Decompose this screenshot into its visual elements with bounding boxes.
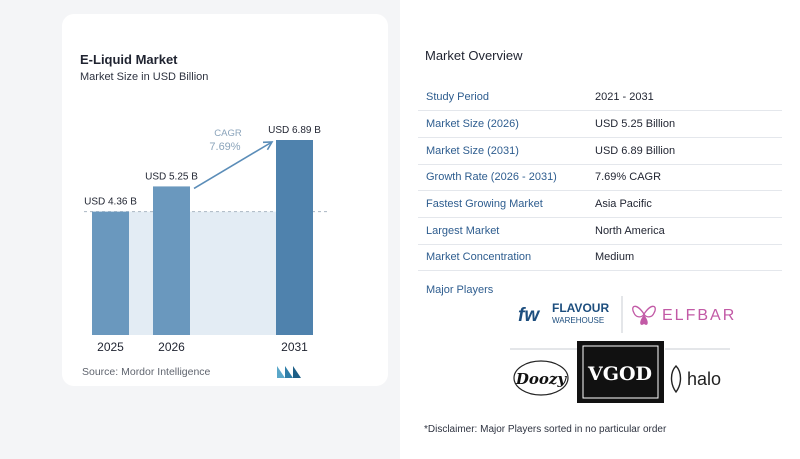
row-key: Market Size (2026) [418,110,595,138]
disclaimer: *Disclaimer: Major Players sorted in no … [424,424,667,435]
halo-flame-icon [670,365,682,394]
market-overview-panel: Market Overview Study Period 2021 - 2031 … [400,0,800,459]
table-row: Fastest Growing Market Asia Pacific [418,190,782,218]
table-row: Market Size (2026) USD 5.25 Billion [418,110,782,138]
halo-logo: halo [670,365,721,394]
halo-wordmark: halo [687,369,721,389]
overview-title: Market Overview [425,48,523,63]
row-key: Fastest Growing Market [418,190,595,218]
growth-band [190,211,276,335]
cagr-value: 7.69% [209,141,240,153]
x-tick-label: 2026 [158,340,185,354]
row-key: Market Concentration [418,244,595,272]
bar [92,211,129,335]
row-value: 7.69% CAGR [595,164,782,192]
bar-data-label: USD 4.36 B [84,197,137,208]
growth-band [129,211,153,335]
flavour-line1: FLAVOUR [552,301,609,315]
x-tick-label: 2031 [281,340,308,354]
flavour-line2: WAREHOUSE [552,316,604,325]
doozy-logo: Doozy [513,360,569,396]
bar-data-label: USD 6.89 B [268,125,321,136]
table-row: Growth Rate (2026 - 2031) 7.69% CAGR [418,164,782,192]
row-key: Study Period [418,84,595,112]
overview-table: Study Period 2021 - 2031 Market Size (202… [418,84,782,272]
row-key: Growth Rate (2026 - 2031) [418,164,595,192]
row-key: Market Size (2031) [418,137,595,165]
row-value: USD 6.89 Billion [595,137,782,165]
source-note: Source: Mordor Intelligence [82,366,211,378]
bar [276,140,313,335]
doozy-wordmark: Doozy [515,370,568,388]
cagr-label: CAGR [214,128,242,139]
chart-card: E-Liquid Market Market Size in USD Billi… [62,14,388,386]
mordor-intelligence-logo [277,366,301,378]
table-row: Market Size (2031) USD 6.89 Billion [418,137,782,165]
elfbar-wordmark: ELFBAR [662,307,736,324]
flavour-mark: fw [518,305,540,326]
row-value: Asia Pacific [595,190,782,218]
row-value: USD 5.25 Billion [595,110,782,138]
chart-subtitle: Market Size in USD Billion [80,71,209,83]
cagr-arrow [193,141,273,190]
bar-data-label: USD 5.25 B [145,171,198,182]
row-value: Medium [595,244,782,272]
cagr-arrowhead [262,141,274,151]
chart-title: E-Liquid Market [80,52,178,67]
table-row: Study Period 2021 - 2031 [418,84,782,112]
x-tick-label: 2025 [97,340,124,354]
table-row: Largest Market North America [418,217,782,245]
major-players-logos: fw FLAVOUR WAREHOUSE ELFBAR Doozy VGOD [510,296,736,403]
butterfly-icon [632,305,656,325]
row-key: Largest Market [418,217,595,245]
table-row: Market Concentration Medium [418,244,782,272]
row-value: 2021 - 2031 [595,84,782,112]
vgod-wordmark: VGOD [587,363,652,385]
elfbar-logo: ELFBAR [632,305,736,325]
flavour-warehouse-logo: fw FLAVOUR WAREHOUSE [518,301,609,326]
bar-chart: USD 4.36 B 2025 USD 5.25 B 2026 USD 6.89 B 20… [84,125,330,354]
vgod-logo: VGOD [577,341,664,403]
major-players-label: Major Players [426,284,494,296]
bar [153,186,190,335]
row-value: North America [595,217,782,245]
